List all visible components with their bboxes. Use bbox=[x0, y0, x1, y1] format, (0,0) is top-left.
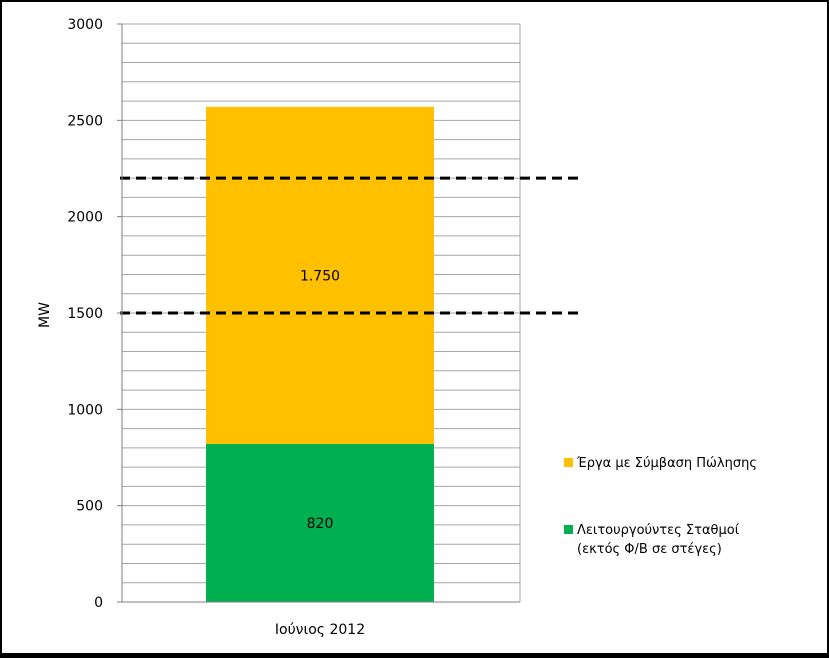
y-tick-label: 1500 bbox=[67, 306, 103, 322]
y-tick-label: 2000 bbox=[67, 210, 103, 226]
legend-swatch-yellow bbox=[564, 458, 573, 467]
y-tick-label: 1000 bbox=[67, 402, 103, 418]
bar-segment bbox=[206, 444, 434, 602]
axes bbox=[117, 23, 520, 603]
data-labels: 820 1.750 bbox=[300, 268, 340, 532]
y-tick-label: 3000 bbox=[67, 17, 103, 33]
legend-item-operating-stations: Λειτουργούντες Σταθμοί (εκτός Φ/Β σε στέ… bbox=[564, 521, 739, 559]
y-tick-label: 2500 bbox=[67, 113, 103, 129]
bars bbox=[206, 106, 434, 602]
y-tick-labels: 0 500 1000 1500 2000 2500 3000 bbox=[67, 17, 103, 611]
legend-label: Έργα με Σύμβαση Πώλησης bbox=[577, 456, 757, 471]
legend-label: Λειτουργούντες Σταθμοί (εκτός Φ/Β σε στέ… bbox=[577, 523, 740, 557]
legend-swatch-green bbox=[564, 525, 573, 534]
data-label: 1.750 bbox=[300, 268, 340, 284]
y-tick-label: 0 bbox=[94, 595, 103, 611]
y-tick-label: 500 bbox=[76, 499, 103, 515]
y-axis-title: MW bbox=[37, 302, 53, 328]
data-label: 820 bbox=[307, 516, 334, 532]
x-category-label: Ιούνιος 2012 bbox=[275, 622, 365, 638]
bar-segment bbox=[206, 106, 434, 445]
legend-item-contracted-projects: Έργα με Σύμβαση Πώλησης bbox=[564, 454, 757, 473]
reference-lines bbox=[120, 176, 580, 315]
